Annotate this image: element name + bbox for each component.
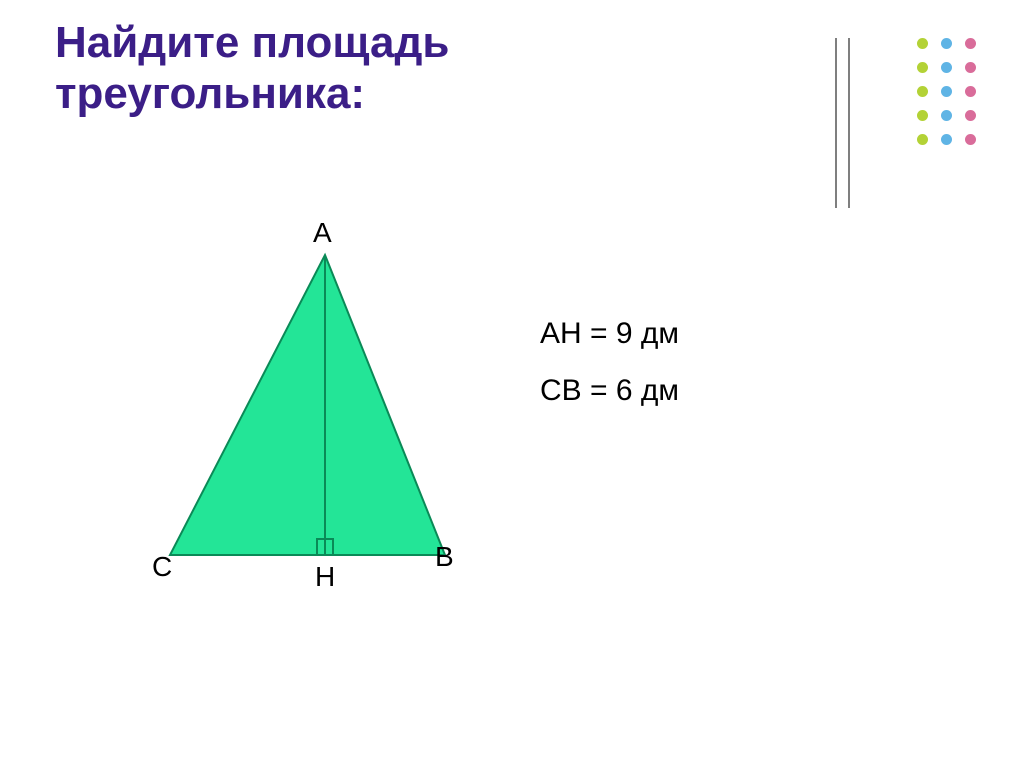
decoration-dot (965, 134, 976, 145)
decoration-vline-right (848, 38, 850, 208)
vertex-label-h: Н (315, 561, 335, 593)
triangle-fill (170, 255, 445, 555)
decoration-dot (941, 110, 952, 121)
triangle-svg (140, 220, 480, 620)
decoration-dot (917, 110, 928, 121)
decoration-dot (965, 86, 976, 97)
decoration-dot-matrix (917, 38, 976, 158)
decoration-dot (917, 62, 928, 73)
decoration-dot (941, 86, 952, 97)
triangle-figure: А С В Н (140, 220, 480, 620)
dot-row (917, 62, 976, 73)
given-values: АН = 9 дм СВ = 6 дм (540, 305, 679, 419)
decoration-dot (941, 62, 952, 73)
decoration-dot (965, 38, 976, 49)
title-line-1: Найдите площадь (55, 18, 449, 69)
slide-title: Найдите площадь треугольника: (55, 18, 449, 119)
decoration-dot (941, 38, 952, 49)
decoration-dot (917, 86, 928, 97)
given-line-2: СВ = 6 дм (540, 362, 679, 419)
decoration-dot (965, 62, 976, 73)
given-line-1: АН = 9 дм (540, 305, 679, 362)
decoration-dot (965, 110, 976, 121)
vertex-label-a: А (313, 217, 332, 249)
decoration-dot (941, 134, 952, 145)
title-line-2: треугольника: (55, 69, 449, 120)
dot-row (917, 86, 976, 97)
dot-row (917, 134, 976, 145)
vertex-label-b: В (435, 541, 454, 573)
vertex-label-c: С (152, 551, 172, 583)
dot-row (917, 38, 976, 49)
dot-row (917, 110, 976, 121)
decoration-dot (917, 38, 928, 49)
decoration-dot (917, 134, 928, 145)
decoration-vline-left (835, 38, 837, 208)
